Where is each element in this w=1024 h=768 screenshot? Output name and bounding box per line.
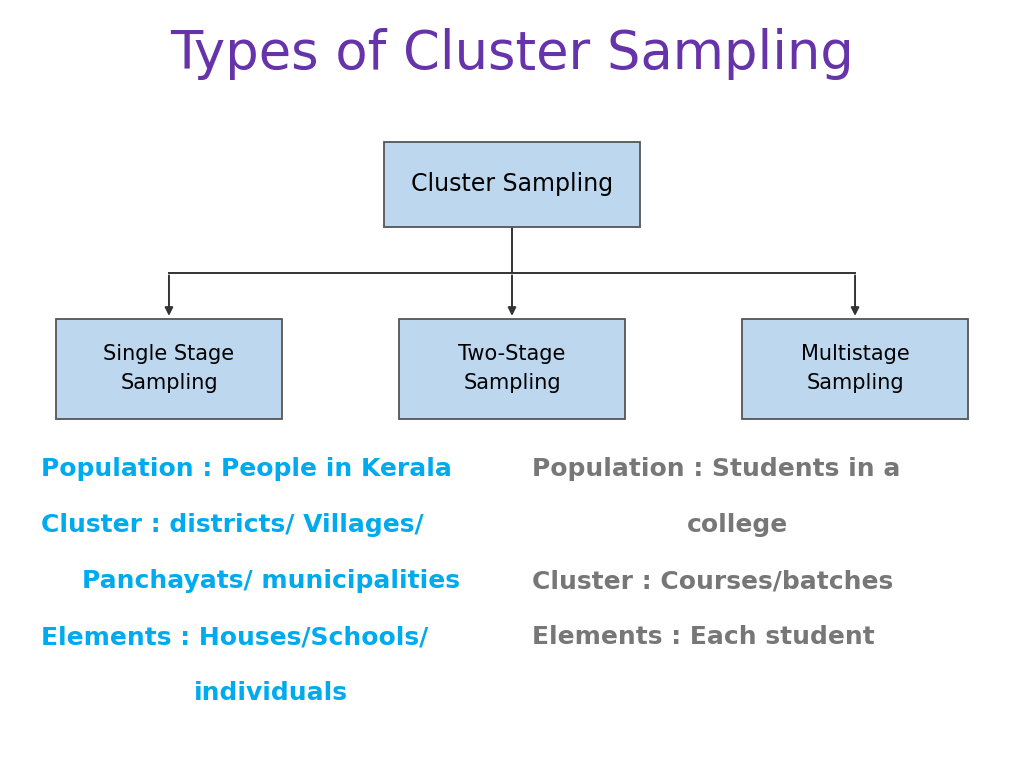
Text: Elements : Houses/Schools/: Elements : Houses/Schools/ xyxy=(41,625,428,649)
Text: Two-Stage
Sampling: Two-Stage Sampling xyxy=(459,344,565,393)
Text: Elements : Each student: Elements : Each student xyxy=(532,625,876,649)
FancyBboxPatch shape xyxy=(399,319,625,419)
Text: Population : People in Kerala: Population : People in Kerala xyxy=(41,457,452,481)
Text: Multistage
Sampling: Multistage Sampling xyxy=(801,344,909,393)
Text: Cluster : Courses/batches: Cluster : Courses/batches xyxy=(532,569,894,593)
Text: Types of Cluster Sampling: Types of Cluster Sampling xyxy=(170,28,854,80)
Text: Cluster Sampling: Cluster Sampling xyxy=(411,172,613,197)
Text: individuals: individuals xyxy=(195,681,348,705)
Text: Population : Students in a: Population : Students in a xyxy=(532,457,901,481)
Text: Cluster : districts/ Villages/: Cluster : districts/ Villages/ xyxy=(41,513,424,537)
FancyBboxPatch shape xyxy=(56,319,282,419)
Text: Single Stage
Sampling: Single Stage Sampling xyxy=(103,344,234,393)
Text: Panchayats/ municipalities: Panchayats/ municipalities xyxy=(82,569,461,593)
Text: college: college xyxy=(687,513,787,537)
FancyBboxPatch shape xyxy=(384,142,640,227)
FancyBboxPatch shape xyxy=(742,319,968,419)
